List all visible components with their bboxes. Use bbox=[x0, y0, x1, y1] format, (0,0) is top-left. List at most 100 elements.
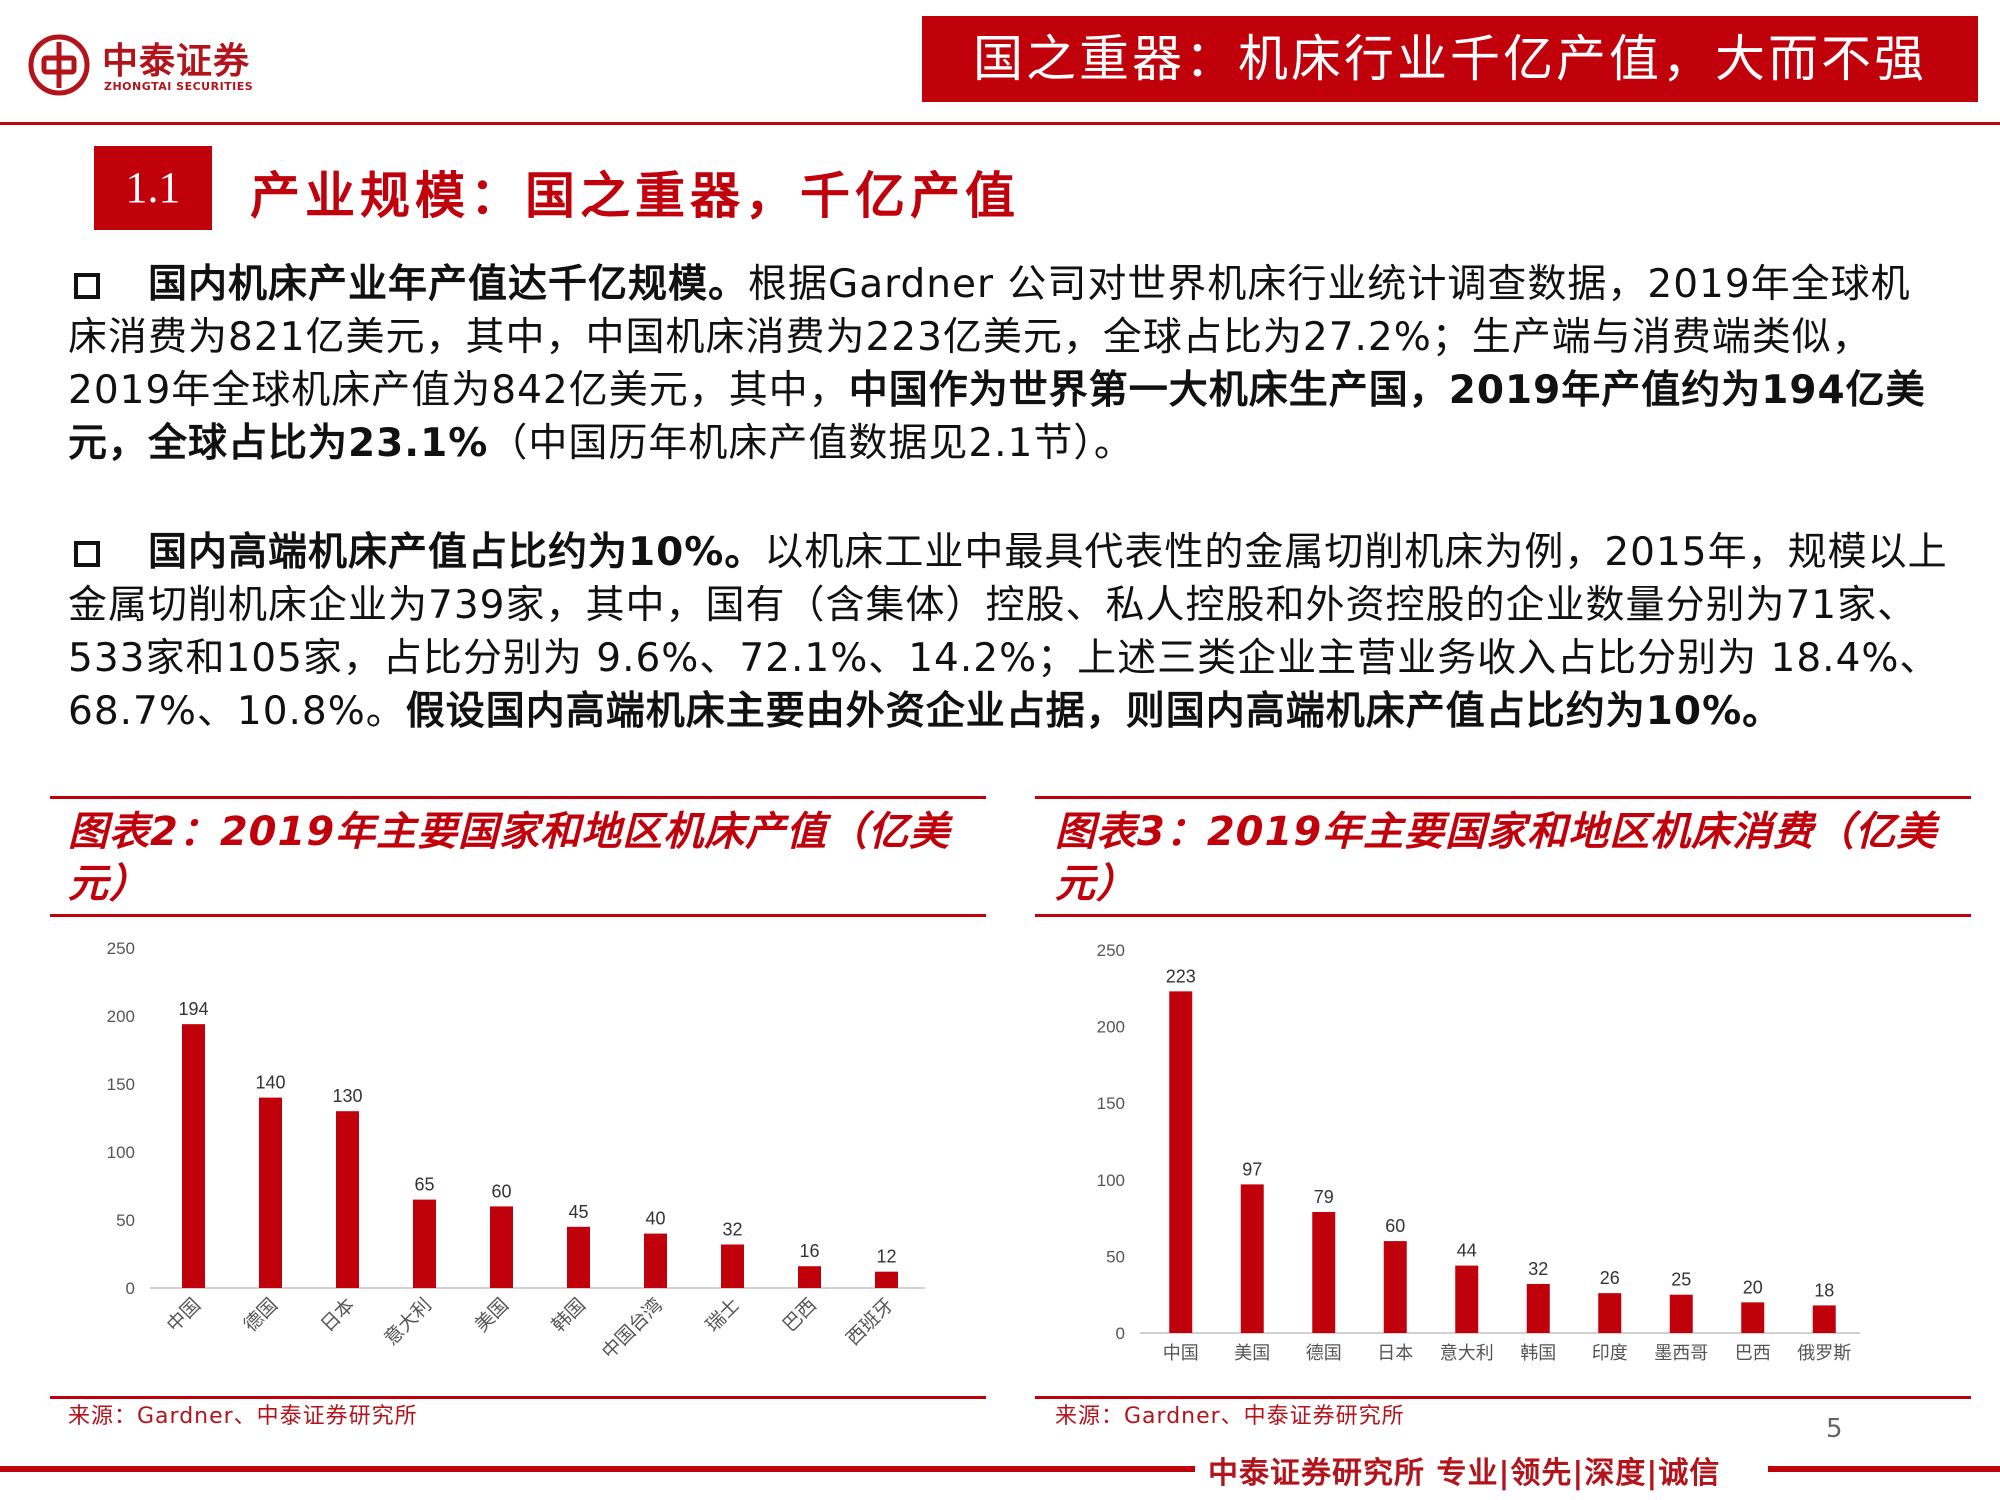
data-label: 140 bbox=[255, 1073, 285, 1093]
paragraph-lead: 国内机床产业年产值达千亿规模。 bbox=[148, 262, 749, 307]
data-label: 60 bbox=[491, 1181, 511, 1201]
zhongtai-logo-icon bbox=[28, 34, 90, 96]
x-tick-label: 日本 bbox=[1377, 1343, 1413, 1364]
x-tick-label: 印度 bbox=[1592, 1343, 1628, 1364]
x-tick-label: 美国 bbox=[471, 1294, 513, 1336]
slide-title: 国之重器：机床行业千亿产值，大而不强 bbox=[922, 16, 1978, 102]
data-label: 65 bbox=[414, 1175, 434, 1195]
data-label: 40 bbox=[645, 1209, 665, 1229]
square-bullet-icon bbox=[74, 541, 100, 567]
x-tick-label: 巴西 bbox=[779, 1294, 821, 1336]
bar bbox=[644, 1233, 667, 1288]
bar bbox=[798, 1266, 821, 1288]
x-tick-label: 中国 bbox=[163, 1294, 205, 1336]
bar bbox=[1240, 1184, 1264, 1333]
footer-rule-right bbox=[1768, 1466, 2000, 1472]
x-tick-label: 韩国 bbox=[1520, 1343, 1556, 1364]
chart3-title: 图表3：2019年主要国家和地区机床消费（亿美元） bbox=[1055, 809, 1938, 907]
chart3-bottom-rule bbox=[1035, 914, 1971, 917]
bar bbox=[1383, 1241, 1407, 1333]
x-tick-label: 意大利 bbox=[1440, 1343, 1494, 1364]
x-tick-label: 中国 bbox=[1163, 1343, 1199, 1364]
bar bbox=[1812, 1305, 1836, 1333]
y-tick-label: 100 bbox=[1097, 1171, 1125, 1190]
chart2-top-rule bbox=[50, 796, 986, 799]
chart3-source: 来源：Gardner、中泰证券研究所 bbox=[1055, 1404, 1405, 1429]
x-tick-label: 日本 bbox=[317, 1294, 359, 1336]
section-title: 产业规模：国之重器，千亿产值 bbox=[250, 167, 1020, 225]
x-tick-label: 中国台湾 bbox=[598, 1294, 667, 1363]
data-label: 12 bbox=[876, 1247, 896, 1267]
data-label: 44 bbox=[1457, 1241, 1477, 1261]
bar bbox=[182, 1024, 205, 1288]
production-value-chart: 0 50 100 150 200 250 194 中国 140 德国 130 日本 65 意大利 60 美国 4… bbox=[107, 939, 925, 1363]
chart2-source: 来源：Gardner、中泰证券研究所 bbox=[68, 1404, 418, 1429]
chart2-title: 图表2：2019年主要国家和地区机床产值（亿美元） bbox=[68, 809, 951, 907]
chart2-bottom-rule bbox=[50, 914, 986, 917]
x-tick-label: 巴西 bbox=[1735, 1343, 1771, 1364]
bar bbox=[1598, 1293, 1622, 1333]
y-tick-label: 250 bbox=[1097, 941, 1125, 960]
x-tick-label: 俄罗斯 bbox=[1797, 1343, 1851, 1364]
data-label: 223 bbox=[1166, 966, 1196, 986]
bar bbox=[721, 1244, 744, 1288]
data-label: 20 bbox=[1743, 1277, 1763, 1297]
y-tick-label: 150 bbox=[1097, 1094, 1125, 1113]
footer-tagline: 中泰证券研究所 专业|领先|深度|诚信 bbox=[1208, 1456, 1721, 1491]
consumption-value-chart: 0 50 100 150 200 250 223 中国 97 美国 79 德国 60 日本 44 意大利 32 韩… bbox=[1097, 941, 1860, 1364]
paragraph-lead: 国内高端机床产值占比约为10%。 bbox=[148, 530, 765, 575]
bar bbox=[1741, 1302, 1765, 1333]
paragraph-bold-text: 假设国内高端机床主要由外资企业占据，则国内高端机床产值占比约为10%。 bbox=[405, 689, 1783, 734]
bar bbox=[1669, 1294, 1693, 1333]
paragraph-bold-text: 中国作为世界第一大机床生产国，2019年产值约为194亿美元，全球占比为23.1… bbox=[68, 368, 1926, 466]
company-logo: 中泰证券 ZHONGTAI SECURITIES bbox=[28, 30, 278, 100]
x-tick-label: 德国 bbox=[240, 1294, 282, 1336]
logo-chinese-name: 中泰证券 bbox=[102, 41, 251, 82]
paragraph-text-tail: （中国历年机床产值数据见2.1节）。 bbox=[488, 421, 1134, 466]
x-tick-label: 美国 bbox=[1234, 1343, 1270, 1364]
x-tick-label: 意大利 bbox=[380, 1294, 436, 1350]
x-tick-label: 德国 bbox=[1306, 1343, 1342, 1364]
chart3-source-rule bbox=[1035, 1396, 1971, 1399]
data-label: 130 bbox=[332, 1086, 362, 1106]
data-label: 79 bbox=[1314, 1187, 1334, 1207]
section-number: 1.1 bbox=[94, 146, 212, 230]
bar bbox=[336, 1111, 359, 1288]
data-label: 32 bbox=[1528, 1259, 1548, 1279]
data-label: 26 bbox=[1600, 1268, 1620, 1288]
logo-english-name: ZHONGTAI SECURITIES bbox=[104, 80, 254, 93]
y-tick-label: 150 bbox=[107, 1075, 135, 1094]
data-label: 16 bbox=[799, 1241, 819, 1261]
y-tick-label: 0 bbox=[1116, 1324, 1125, 1343]
y-tick-label: 50 bbox=[116, 1211, 135, 1230]
y-tick-label: 50 bbox=[1106, 1247, 1125, 1266]
square-bullet-icon bbox=[74, 273, 100, 299]
x-tick-label: 墨西哥 bbox=[1654, 1343, 1708, 1364]
x-tick-label: 韩国 bbox=[548, 1294, 590, 1336]
y-tick-label: 100 bbox=[107, 1143, 135, 1162]
bar bbox=[413, 1199, 436, 1288]
y-tick-label: 200 bbox=[107, 1007, 135, 1026]
bar bbox=[1169, 991, 1193, 1333]
bar bbox=[567, 1226, 590, 1288]
page-number: 5 bbox=[1826, 1414, 1843, 1444]
x-tick-label: 西班牙 bbox=[842, 1294, 898, 1350]
bar bbox=[875, 1271, 898, 1288]
data-label: 32 bbox=[722, 1219, 742, 1239]
data-label: 194 bbox=[178, 999, 208, 1019]
header-divider bbox=[0, 122, 2000, 125]
bar bbox=[490, 1206, 513, 1288]
data-label: 60 bbox=[1385, 1216, 1405, 1236]
paragraph-text: 以机床工业中最具代表性的金属切削机床为例，2015年，规模以上金属切削机床企业为… bbox=[68, 530, 1948, 734]
chart3-top-rule bbox=[1035, 796, 1971, 799]
paragraph-highend-share: 国内高端机床产值占比约为10%。以机床工业中最具代表性的金属切削机床为例，201… bbox=[68, 526, 1948, 738]
data-label: 97 bbox=[1242, 1159, 1262, 1179]
bar bbox=[1312, 1211, 1336, 1333]
paragraph-production-scale: 国内机床产业年产值达千亿规模。根据Gardner 公司对世界机床行业统计调查数据… bbox=[68, 258, 1948, 470]
bar bbox=[259, 1097, 282, 1288]
paragraph-text: 根据Gardner 公司对世界机床行业统计调查数据，2019年全球机床消费为82… bbox=[68, 262, 1911, 413]
bar bbox=[1455, 1265, 1479, 1333]
bar bbox=[1526, 1283, 1550, 1333]
y-tick-label: 200 bbox=[1097, 1018, 1125, 1037]
footer-rule-left bbox=[0, 1466, 1195, 1472]
